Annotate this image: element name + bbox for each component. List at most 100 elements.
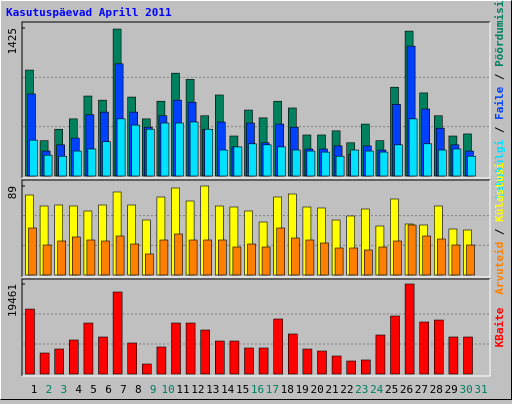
x-tick-label: 6 bbox=[105, 383, 112, 396]
bar bbox=[54, 348, 65, 375]
legend: Arvuteid / Külastusi bbox=[493, 162, 506, 295]
x-tick-label: 26 bbox=[400, 383, 413, 396]
bar bbox=[189, 121, 199, 177]
bar bbox=[160, 122, 170, 177]
bar bbox=[112, 291, 123, 375]
x-tick-label: 4 bbox=[75, 383, 82, 396]
bar bbox=[233, 146, 243, 177]
bar bbox=[467, 155, 476, 177]
bar bbox=[448, 336, 459, 375]
bar bbox=[364, 150, 374, 177]
bar bbox=[463, 336, 473, 375]
x-tick-label: 17 bbox=[266, 383, 279, 396]
x-tick-label: 19 bbox=[296, 383, 309, 396]
x-tick-label: 21 bbox=[325, 383, 338, 396]
bar bbox=[451, 244, 461, 276]
bar bbox=[331, 355, 342, 375]
bar bbox=[73, 150, 82, 177]
x-tick-label: 18 bbox=[281, 383, 294, 396]
bar bbox=[436, 238, 446, 276]
bar bbox=[188, 239, 198, 276]
x-tick-label: 5 bbox=[90, 383, 97, 396]
panel-bevel bbox=[22, 22, 491, 179]
bar bbox=[204, 128, 213, 177]
bar bbox=[142, 363, 152, 375]
bar bbox=[146, 128, 155, 177]
bar bbox=[262, 144, 272, 177]
x-tick-label: 3 bbox=[60, 383, 67, 396]
bar bbox=[290, 237, 300, 276]
bar bbox=[203, 239, 212, 276]
bar bbox=[422, 235, 432, 276]
bar bbox=[57, 240, 67, 276]
bar bbox=[350, 149, 360, 177]
x-tick-label: 10 bbox=[161, 383, 174, 396]
bar bbox=[305, 239, 315, 276]
bar bbox=[390, 315, 400, 375]
bar bbox=[86, 239, 96, 276]
bar bbox=[248, 143, 257, 177]
bar bbox=[378, 246, 388, 276]
bar bbox=[320, 242, 329, 276]
bar bbox=[83, 322, 94, 375]
bar bbox=[404, 283, 415, 375]
legend-entry: KBaite bbox=[493, 307, 506, 347]
bar bbox=[101, 240, 110, 276]
bar bbox=[394, 144, 403, 177]
bar bbox=[321, 151, 330, 177]
x-tick-label: 7 bbox=[120, 383, 127, 396]
bar bbox=[185, 322, 196, 375]
bar bbox=[156, 346, 167, 375]
bar bbox=[130, 243, 139, 276]
bar bbox=[273, 318, 284, 375]
bar bbox=[131, 124, 140, 177]
x-tick-label: 25 bbox=[385, 383, 398, 396]
legend-entry: Pöördumisi bbox=[493, 0, 506, 67]
bar bbox=[171, 322, 181, 375]
bar bbox=[466, 244, 475, 276]
x-tick-label: 13 bbox=[206, 383, 219, 396]
y-tick-label: 89 bbox=[6, 186, 19, 199]
panel-bevel bbox=[21, 179, 490, 277]
bar bbox=[291, 149, 301, 177]
bar bbox=[200, 329, 210, 375]
x-tick-label: 12 bbox=[191, 383, 204, 396]
bar bbox=[28, 227, 37, 276]
bar bbox=[335, 155, 345, 177]
bar bbox=[127, 342, 137, 375]
x-tick-label: 9 bbox=[150, 383, 157, 396]
bar bbox=[159, 239, 169, 276]
x-tick-label: 11 bbox=[176, 383, 189, 396]
bar bbox=[306, 150, 316, 177]
bar bbox=[437, 149, 447, 177]
bar bbox=[360, 359, 371, 375]
x-tick-label: 1 bbox=[31, 383, 38, 396]
bar bbox=[408, 118, 418, 177]
bar bbox=[244, 347, 254, 375]
legend: Lehekülgi / Faile / Pöördumisi bbox=[493, 0, 506, 199]
bar bbox=[102, 141, 111, 177]
bar bbox=[419, 321, 430, 375]
bar bbox=[302, 348, 313, 375]
bar bbox=[174, 233, 183, 276]
panel-bevel bbox=[21, 21, 490, 178]
legend-entry: Külastusi bbox=[493, 162, 506, 222]
bar bbox=[87, 148, 97, 177]
bar bbox=[69, 339, 79, 375]
bar bbox=[276, 227, 286, 276]
bar bbox=[334, 247, 344, 276]
x-tick-label: 16 bbox=[251, 383, 264, 396]
bar bbox=[232, 246, 242, 276]
legend-separator: / bbox=[493, 67, 506, 87]
bar bbox=[29, 139, 38, 177]
bar bbox=[287, 333, 298, 375]
legend: KBaite bbox=[493, 307, 506, 347]
bar bbox=[363, 249, 373, 276]
x-tick-label: 8 bbox=[135, 383, 142, 396]
bar bbox=[277, 146, 287, 177]
bar bbox=[218, 239, 227, 276]
bar bbox=[43, 154, 53, 177]
x-tick-label: 28 bbox=[430, 383, 443, 396]
